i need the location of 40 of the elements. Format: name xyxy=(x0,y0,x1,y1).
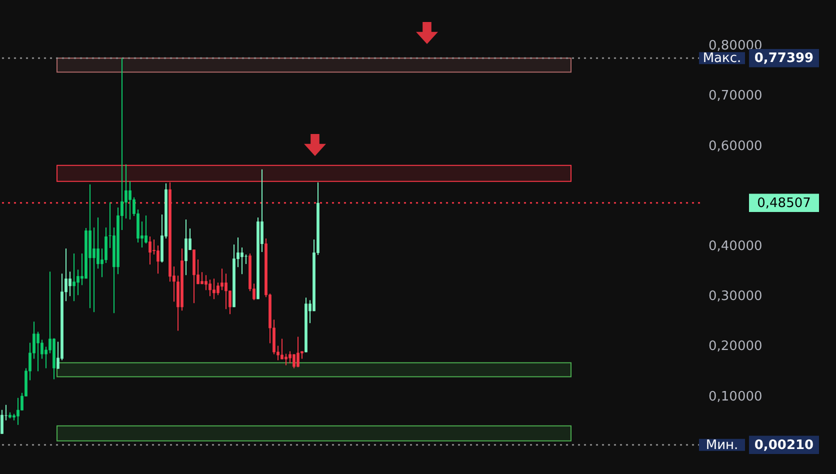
candlestick xyxy=(156,245,160,274)
candlestick xyxy=(292,354,296,369)
candlestick xyxy=(296,336,300,368)
candlestick xyxy=(288,350,292,364)
ref-line-label: Мин. xyxy=(706,438,738,453)
candlestick xyxy=(200,272,204,285)
y-tick-label: 0,40000 xyxy=(708,239,762,254)
candlestick xyxy=(148,236,152,266)
candlestick xyxy=(208,279,212,297)
y-tick-label: 0,60000 xyxy=(708,138,762,154)
candlestick xyxy=(184,218,188,276)
candlestick xyxy=(96,216,100,270)
candlestick xyxy=(104,226,108,264)
candlestick xyxy=(16,397,20,426)
y-tick-label: 0,20000 xyxy=(708,339,762,354)
candlestick xyxy=(68,271,72,297)
candlestick xyxy=(212,278,216,300)
candlestick xyxy=(284,353,288,366)
text: 0,00210 xyxy=(754,438,814,453)
candlestick xyxy=(0,409,4,434)
candlestick xyxy=(124,164,128,219)
candlestick xyxy=(240,247,244,275)
candlestick xyxy=(204,274,208,291)
candlestick xyxy=(144,214,148,244)
candlestick xyxy=(244,254,248,265)
candlestick xyxy=(76,269,80,296)
y-tick-label: 0,10000 xyxy=(708,389,762,404)
ref-line-label: Макс. xyxy=(702,51,742,66)
candlestick xyxy=(128,180,132,220)
y-tick-label: 0,30000 xyxy=(708,289,762,304)
candlestick xyxy=(72,253,76,302)
candlestick xyxy=(36,331,40,372)
text: 0,48507 xyxy=(757,196,811,211)
y-tick-label: 0,70000 xyxy=(708,88,762,104)
text: 0,77399 xyxy=(754,51,814,66)
candlestick xyxy=(224,273,228,310)
candlestick xyxy=(280,338,284,360)
candlestick xyxy=(92,226,96,313)
candlestick xyxy=(216,282,220,296)
candlestick xyxy=(220,268,224,291)
